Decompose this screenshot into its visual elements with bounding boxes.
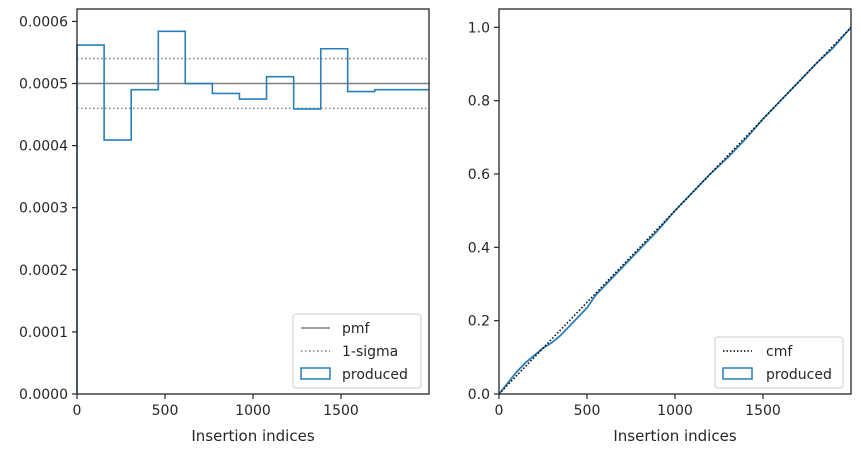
x-tick-label: 0: [73, 403, 82, 419]
right-axes-frame: [498, 8, 852, 395]
legend-produced-swatch: [722, 367, 753, 380]
y-tick-label: 0.0005: [19, 77, 68, 93]
y-tick-label: 0.0: [468, 387, 490, 403]
y-tick-label: 0.0006: [19, 14, 68, 30]
y-tick-label: 0.6: [468, 167, 490, 183]
produced-step-series: [76, 30, 429, 394]
left-y-ticks: 0.0000 0.0001 0.0002 0.0003 0.0004 0.0005 0.00…: [19, 14, 77, 403]
right-legend: cmf produced: [714, 336, 844, 389]
x-tick-label: 1500: [323, 403, 359, 419]
y-tick-label: 0.0001: [19, 325, 68, 341]
y-tick-label: 1.0: [468, 20, 490, 36]
legend-pmf-label: pmf: [342, 321, 371, 337]
y-tick-label: 0.2: [468, 314, 490, 330]
produced-cumulative-series: [498, 26, 852, 395]
right-plot-area: [498, 26, 852, 395]
legend-sigma-label: 1-sigma: [342, 344, 398, 360]
y-tick-label: 0.8: [468, 94, 490, 110]
left-legend-box: [292, 313, 422, 389]
y-tick-label: 0.0004: [19, 139, 68, 155]
left-x-axis-label: Insertion indices: [191, 427, 314, 445]
x-tick-label: 1000: [657, 403, 693, 419]
x-tick-label: 500: [574, 403, 601, 419]
left-plot-area: [76, 30, 429, 394]
x-tick-label: 1500: [745, 403, 781, 419]
right-y-ticks: 0.0 0.2 0.4 0.6 0.8 1.0: [468, 20, 499, 403]
left-legend: pmf 1-sigma produced: [292, 313, 422, 389]
x-tick-label: 0: [495, 403, 504, 419]
cmf-line: [498, 26, 852, 395]
right-x-ticks: 0 500 1000 1500: [495, 394, 781, 419]
legend-produced-swatch: [300, 367, 331, 380]
right-x-axis-label: Insertion indices: [613, 427, 736, 445]
x-tick-label: 500: [152, 403, 179, 419]
legend-produced-label: produced: [342, 367, 408, 383]
y-tick-label: 0.0002: [19, 263, 68, 279]
y-tick-label: 0.4: [468, 240, 490, 256]
right-panel: 0 500 1000 1500 0.0 0.2 0.4 0.6 0.8 1.0 Insertio…: [468, 8, 852, 445]
left-x-ticks: 0 500 1000 1500: [73, 394, 359, 419]
y-tick-label: 0.0000: [19, 387, 68, 403]
right-legend-box: [714, 336, 844, 389]
legend-produced-label: produced: [766, 367, 832, 383]
legend-cmf-label: cmf: [766, 344, 793, 360]
x-tick-label: 1000: [235, 403, 271, 419]
left-panel: 0 500 1000 1500 0.00000.00010.00020.00030.0…: [19, 8, 430, 445]
y-tick-label: 0.0003: [19, 201, 68, 217]
